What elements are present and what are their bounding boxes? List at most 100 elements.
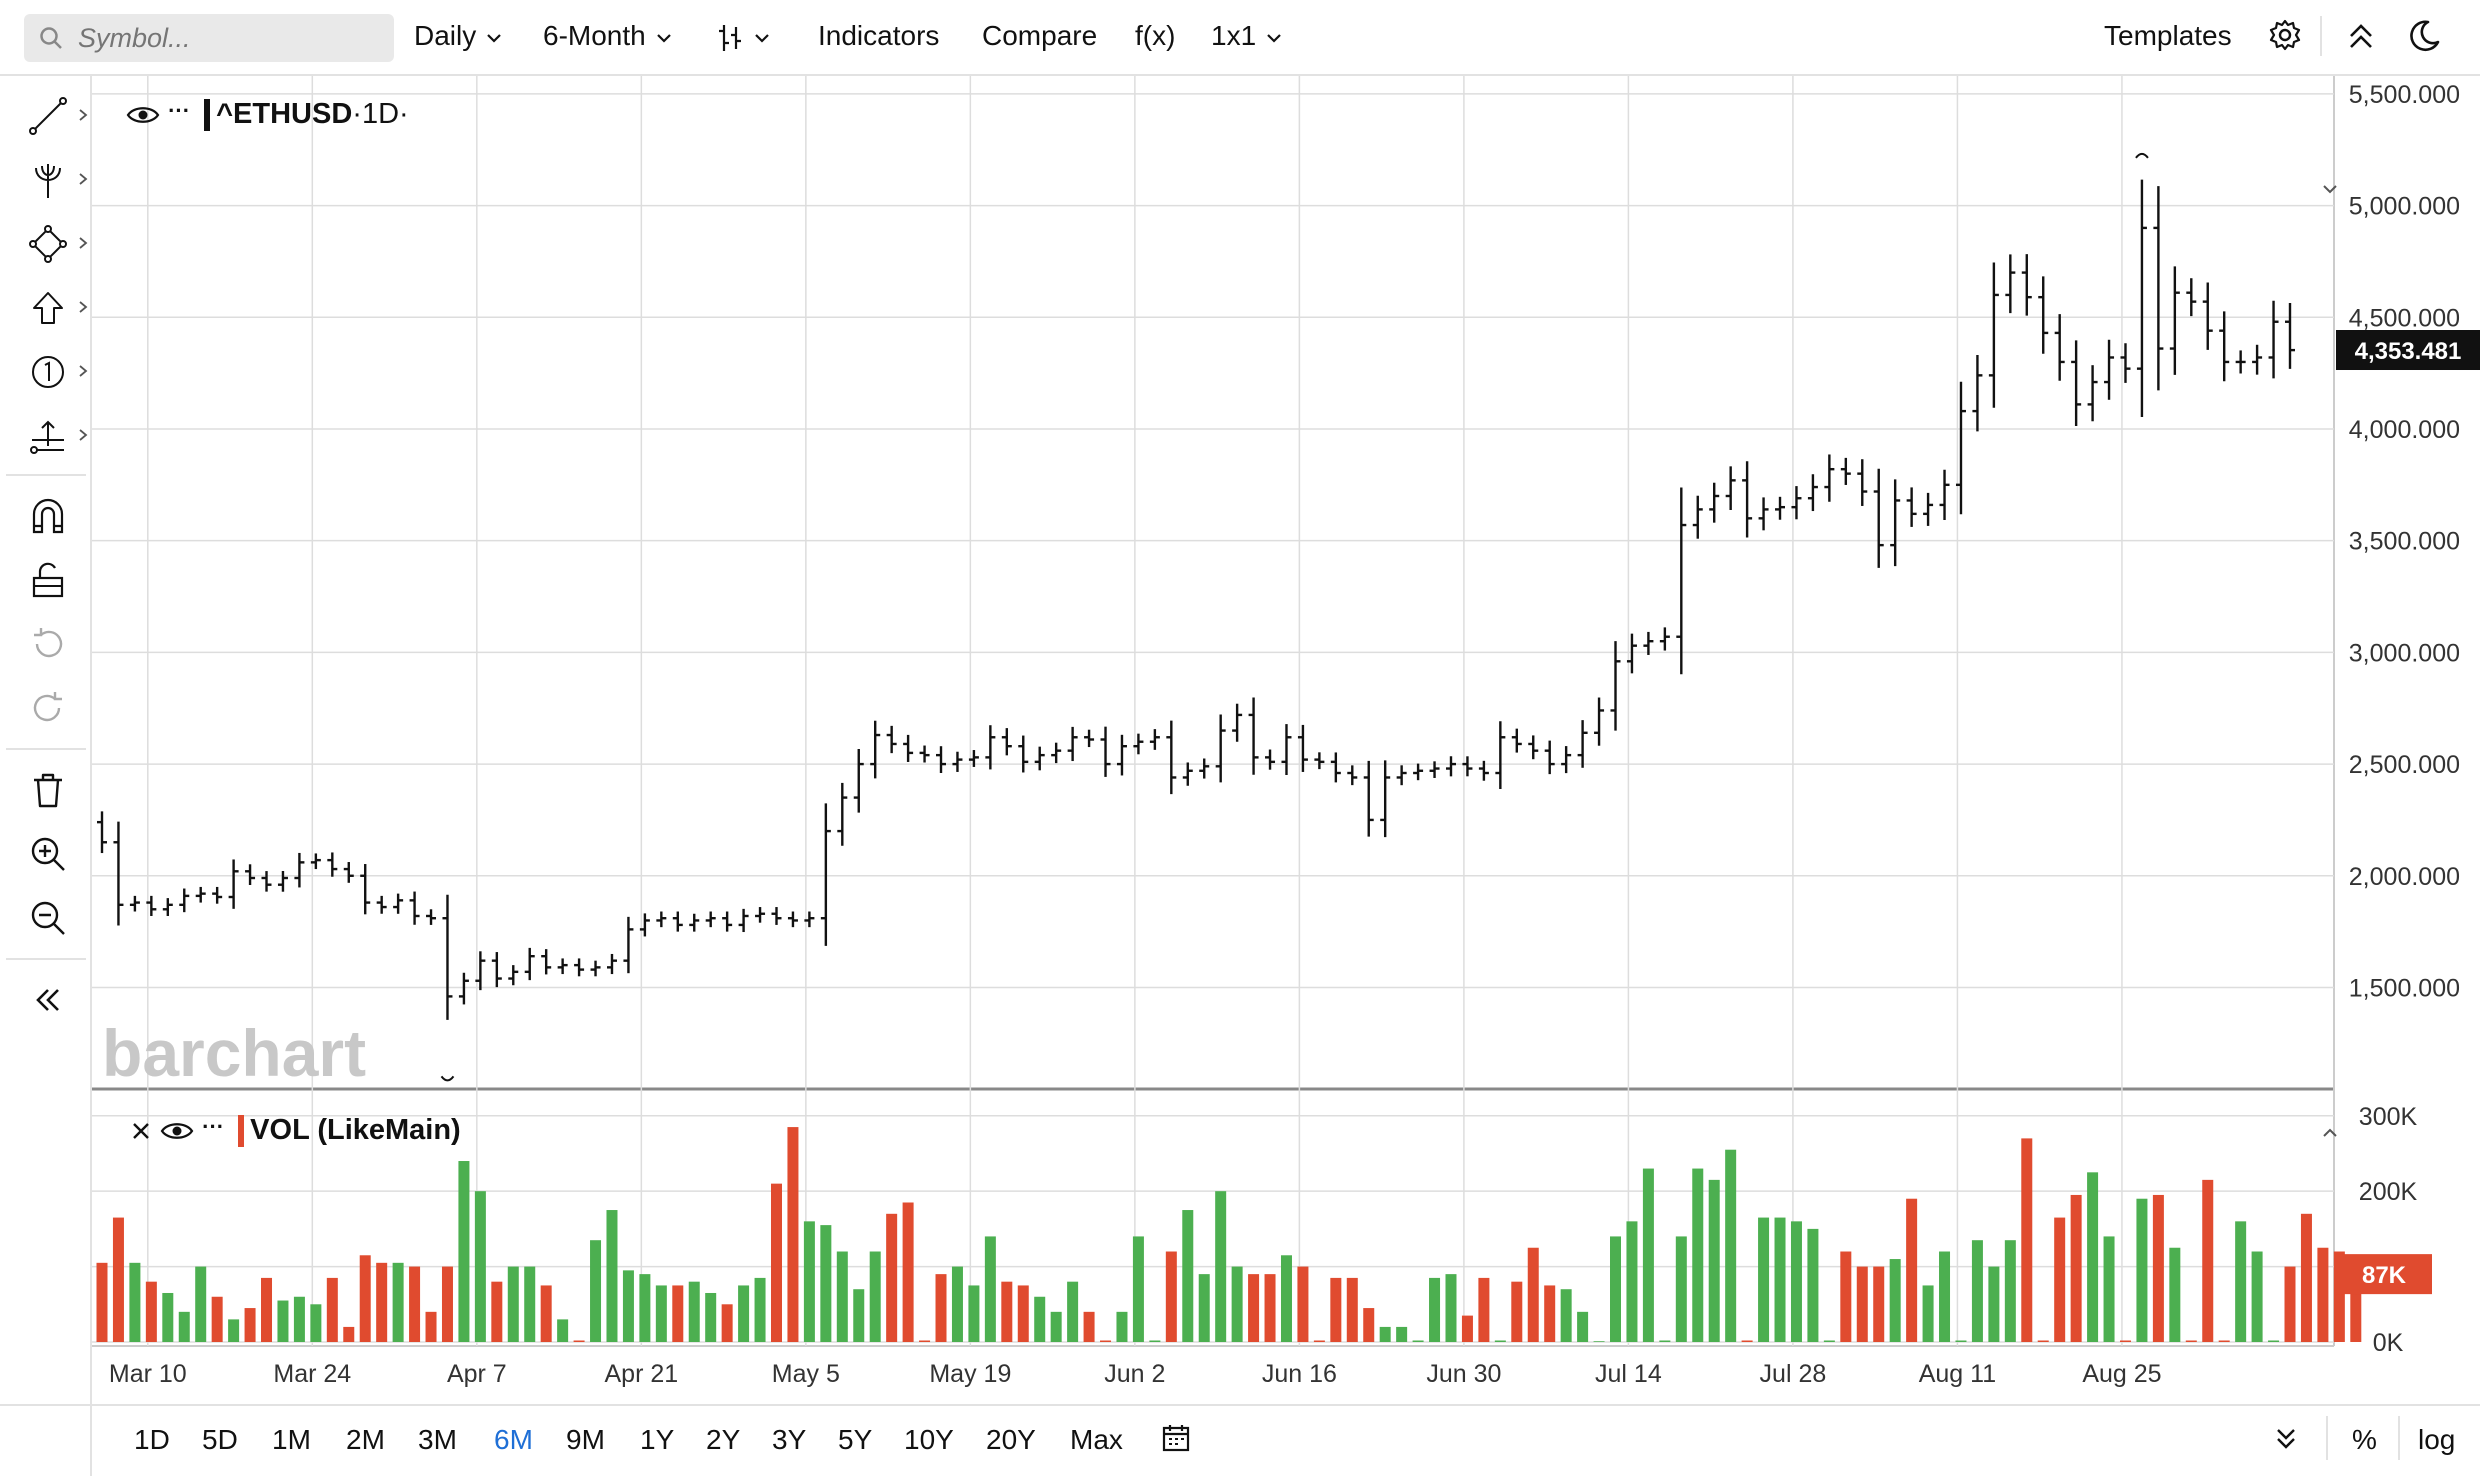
collapse-toolbar-button[interactable]	[28, 980, 68, 1020]
price-tick-label: 5,500.000	[2349, 81, 2460, 109]
dark-mode-button[interactable]	[2406, 18, 2442, 61]
volume-bar	[853, 1289, 865, 1342]
measure-tool[interactable]	[28, 416, 88, 456]
volume-bar	[1001, 1281, 1013, 1342]
time-tick-label: Jun 30	[1426, 1360, 1501, 1388]
undo-button[interactable]	[28, 624, 68, 664]
symbol-input[interactable]	[76, 20, 380, 56]
interval-dropdown[interactable]: Daily	[414, 20, 502, 52]
volume-bar	[1280, 1255, 1292, 1342]
fx-button[interactable]: f(x)	[1135, 20, 1176, 51]
volume-bar	[1445, 1274, 1457, 1342]
marker-tool[interactable]	[28, 352, 88, 392]
range-6m[interactable]: 6M	[494, 1424, 533, 1455]
volume-bar	[1132, 1236, 1144, 1342]
shape-tool[interactable]	[28, 224, 88, 264]
volume-bar	[1642, 1168, 1654, 1342]
lock-tool[interactable]	[28, 560, 68, 600]
arrow-tool[interactable]	[28, 288, 88, 328]
time-tick-label: Jun 2	[1104, 1360, 1165, 1388]
eye-icon[interactable]	[160, 1120, 194, 1142]
chevron-right-icon	[79, 173, 88, 185]
volume-bar	[1412, 1340, 1424, 1342]
volume-bar	[1182, 1210, 1194, 1342]
chart-type-dropdown[interactable]	[716, 20, 770, 53]
range-2m[interactable]: 2M	[346, 1424, 385, 1455]
volume-bar	[2087, 1172, 2099, 1342]
range-5d[interactable]: 5D	[202, 1424, 238, 1455]
volume-bar	[277, 1300, 289, 1342]
indicators-button[interactable]: Indicators	[818, 20, 940, 51]
volume-bar	[721, 1304, 733, 1342]
range-9m[interactable]: 9M	[566, 1424, 605, 1455]
date-picker-button[interactable]	[1160, 1422, 1192, 1459]
zoom-in-button[interactable]	[28, 834, 68, 874]
toolbar-divider	[2320, 16, 2322, 56]
volume-bar	[1758, 1217, 1770, 1342]
price-legend: ··· ^ETHUSD·1D·	[126, 98, 409, 132]
templates-button[interactable]: Templates	[2104, 20, 2232, 51]
expand-range-button[interactable]	[2272, 1424, 2300, 1457]
close-icon[interactable]	[130, 1120, 152, 1142]
settings-button[interactable]	[2268, 18, 2302, 59]
undo-icon	[34, 628, 63, 658]
range-3m[interactable]: 3M	[418, 1424, 457, 1455]
volume-bar	[606, 1210, 618, 1342]
zoom-out-button[interactable]	[28, 898, 68, 938]
lock-icon	[32, 562, 64, 598]
redo-button[interactable]	[28, 688, 68, 728]
range-1m[interactable]: 1M	[272, 1424, 311, 1455]
symbol-search[interactable]	[24, 14, 394, 62]
redo-icon	[33, 692, 62, 722]
chevron-right-icon	[79, 301, 88, 313]
period-dropdown[interactable]: 6-Month	[543, 20, 672, 52]
trendline-icon	[29, 97, 67, 135]
volume-bar	[474, 1191, 486, 1342]
range-1d[interactable]: 1D	[134, 1424, 170, 1455]
range-5y[interactable]: 5Y	[838, 1424, 873, 1455]
legend-menu-dots[interactable]: ···	[202, 1114, 225, 1139]
magnet-tool[interactable]	[28, 496, 68, 536]
compare-button[interactable]: Compare	[982, 20, 1098, 51]
volume-bar	[1297, 1266, 1309, 1342]
volume-bar	[1215, 1191, 1227, 1342]
volume-bar	[1248, 1274, 1260, 1342]
range-3y[interactable]: 3Y	[772, 1424, 807, 1455]
volume-tick-label: 0K	[2373, 1329, 2404, 1357]
time-tick-label: Mar 24	[273, 1360, 351, 1388]
volume-bar	[261, 1277, 273, 1342]
volume-bar	[1610, 1236, 1622, 1342]
collapse-header-button[interactable]	[2346, 20, 2376, 59]
volume-bar	[573, 1340, 585, 1342]
price-chart[interactable]: barchart 1,500.000 2,000.000 2,500.000 3,00…	[0, 76, 2480, 1406]
tool-separator	[6, 474, 86, 476]
volume-bar	[2004, 1240, 2016, 1342]
volume-bar	[1577, 1311, 1589, 1342]
chevron-down-icon	[487, 33, 502, 43]
trendline-tool[interactable]	[28, 96, 88, 136]
eye-icon[interactable]	[126, 104, 160, 126]
percent-toggle[interactable]: %	[2352, 1424, 2377, 1455]
volume-bar	[1346, 1277, 1358, 1342]
volume-bar	[129, 1262, 141, 1342]
range-max[interactable]: Max	[1070, 1424, 1123, 1455]
price-tick-label: 2,500.000	[2349, 751, 2460, 779]
range-2y[interactable]: 2Y	[706, 1424, 741, 1455]
volume-bar	[1379, 1326, 1391, 1342]
ohlc-bars-icon	[719, 24, 741, 51]
chevron-right-icon	[79, 365, 88, 377]
delete-drawings-button[interactable]	[28, 770, 68, 810]
log-toggle[interactable]: log	[2418, 1424, 2456, 1455]
volume-legend: ··· VOL (LikeMain)	[130, 1114, 461, 1148]
range-10y[interactable]: 10Y	[904, 1424, 954, 1455]
legend-menu-dots[interactable]: ···	[168, 98, 191, 123]
volume-bar	[1889, 1259, 1901, 1342]
volume-bar	[2317, 1247, 2329, 1342]
fork-tool[interactable]	[28, 160, 88, 200]
layout-dropdown[interactable]: 1x1	[1211, 20, 1282, 52]
range-1y[interactable]: 1Y	[640, 1424, 675, 1455]
drawing-toolbar	[0, 76, 92, 1476]
time-tick-label: Aug 25	[2082, 1360, 2161, 1388]
volume-bar	[655, 1285, 667, 1342]
range-20y[interactable]: 20Y	[986, 1424, 1036, 1455]
